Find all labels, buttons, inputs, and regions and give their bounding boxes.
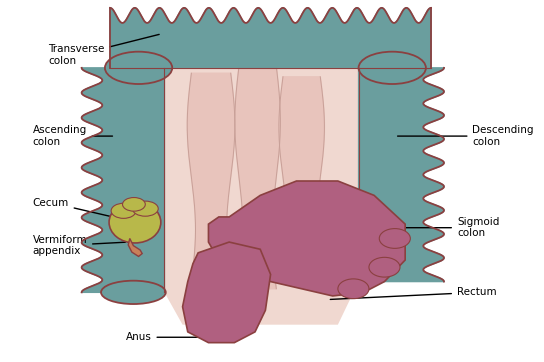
Polygon shape bbox=[235, 66, 280, 289]
Ellipse shape bbox=[109, 202, 161, 243]
Ellipse shape bbox=[105, 52, 172, 84]
Text: Vermiform
appendix: Vermiform appendix bbox=[33, 235, 126, 256]
Text: Cecum: Cecum bbox=[33, 198, 110, 216]
Ellipse shape bbox=[369, 257, 400, 277]
Text: Sigmoid
colon: Sigmoid colon bbox=[377, 217, 499, 239]
Ellipse shape bbox=[338, 279, 369, 299]
Text: Anus: Anus bbox=[126, 332, 211, 342]
Ellipse shape bbox=[379, 228, 410, 248]
Text: Descending
colon: Descending colon bbox=[398, 125, 534, 147]
Polygon shape bbox=[187, 73, 235, 282]
Ellipse shape bbox=[101, 281, 166, 304]
Polygon shape bbox=[82, 68, 164, 292]
Polygon shape bbox=[183, 242, 270, 343]
Polygon shape bbox=[164, 68, 358, 325]
Polygon shape bbox=[110, 8, 431, 68]
Text: Rectum: Rectum bbox=[330, 287, 497, 299]
Text: Ascending
colon: Ascending colon bbox=[33, 125, 113, 147]
Polygon shape bbox=[208, 181, 405, 296]
Text: Transverse
colon: Transverse colon bbox=[48, 34, 159, 66]
Polygon shape bbox=[358, 68, 444, 282]
Ellipse shape bbox=[358, 52, 426, 84]
Polygon shape bbox=[128, 239, 142, 256]
Ellipse shape bbox=[132, 201, 158, 216]
Ellipse shape bbox=[122, 198, 145, 211]
Polygon shape bbox=[279, 77, 324, 278]
Ellipse shape bbox=[111, 203, 136, 218]
